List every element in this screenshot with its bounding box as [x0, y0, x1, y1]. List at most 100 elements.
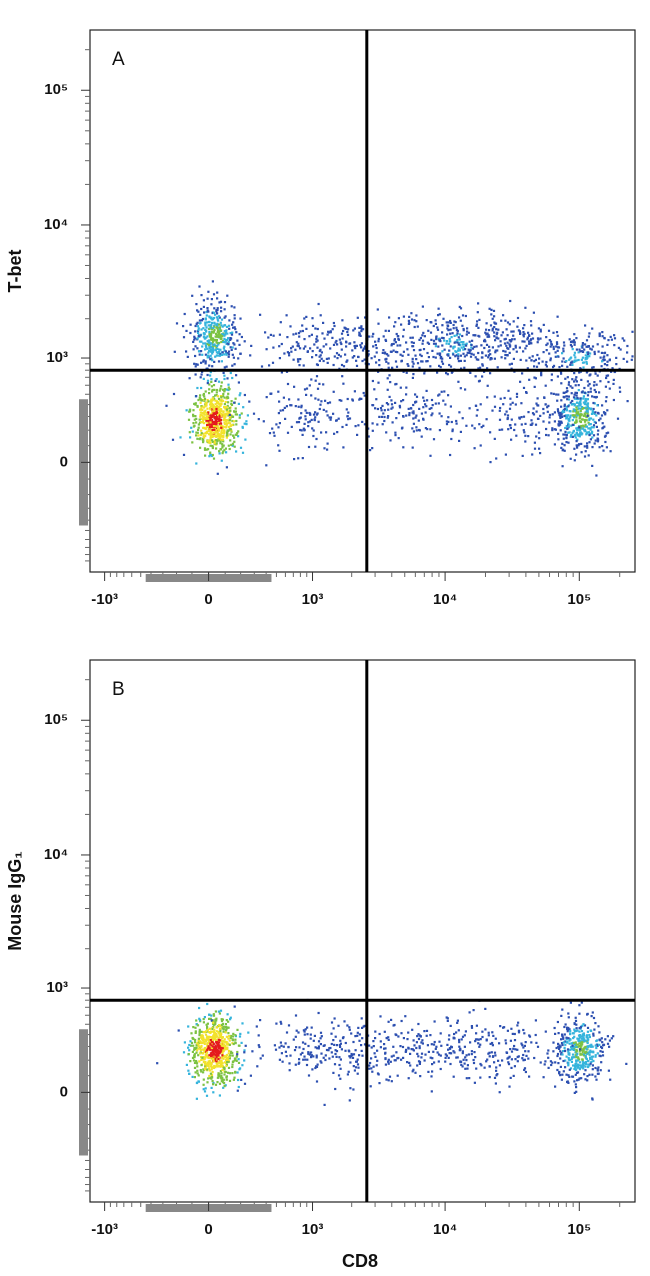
event-dot [580, 378, 583, 381]
event-dot [582, 1064, 585, 1067]
event-dot [527, 331, 530, 334]
event-dot [228, 319, 231, 322]
event-dot [486, 367, 489, 370]
event-dot [427, 1070, 430, 1073]
event-dot [200, 1030, 203, 1033]
event-dot [227, 1049, 231, 1053]
event-dot [512, 334, 515, 337]
event-dot [231, 346, 234, 349]
event-dot [309, 1033, 312, 1036]
event-dot [341, 375, 344, 378]
event-dot [584, 399, 587, 402]
event-dot [224, 1023, 227, 1026]
event-dot [308, 420, 312, 423]
event-dot [196, 1069, 199, 1072]
event-dot [570, 424, 573, 427]
event-dot [202, 359, 205, 362]
event-dot [210, 1043, 214, 1046]
event-dot [220, 1077, 223, 1080]
event-dot [494, 349, 497, 352]
event-dot [545, 349, 548, 352]
event-dot [305, 315, 308, 318]
event-dot [217, 1064, 220, 1067]
event-dot [579, 404, 582, 407]
event-dot [441, 324, 444, 327]
event-dot [201, 408, 204, 412]
event-dot [463, 1045, 466, 1048]
event-dot [579, 431, 582, 434]
event-dot [239, 352, 242, 355]
event-dot [545, 336, 548, 339]
event-dot [368, 335, 371, 338]
event-dot [374, 1055, 377, 1058]
event-dot [187, 1025, 190, 1028]
event-dot [583, 1073, 586, 1076]
event-dot [451, 332, 454, 335]
event-dot [235, 331, 238, 334]
event-dot [206, 439, 209, 442]
event-dot [511, 401, 514, 404]
event-dot [438, 354, 441, 357]
event-dot [587, 1060, 590, 1063]
event-dot [335, 1055, 338, 1058]
event-dot [555, 1046, 558, 1050]
event-dot [217, 343, 220, 346]
event-dot [596, 1052, 599, 1055]
event-dot [573, 343, 576, 346]
population [437, 1011, 582, 1094]
event-dot [208, 1047, 211, 1050]
event-dot [492, 1034, 495, 1037]
event-dot [565, 1055, 568, 1058]
event-dot [562, 1050, 565, 1053]
event-dot [216, 426, 219, 429]
event-dot [528, 356, 531, 359]
event-dot [458, 1038, 461, 1041]
event-dot [567, 1063, 570, 1066]
event-dot [215, 323, 218, 326]
event-dot [419, 336, 422, 340]
event-dot [585, 345, 588, 348]
event-dot [374, 407, 377, 410]
event-dot [221, 1078, 224, 1081]
event-dot [328, 416, 331, 419]
event-dot [585, 1034, 589, 1037]
event-dot [193, 418, 196, 421]
event-dot [279, 321, 282, 324]
event-dot [198, 1030, 201, 1034]
event-dot [225, 1075, 228, 1078]
event-dot [572, 429, 575, 432]
event-dot [528, 1075, 531, 1078]
event-dot [475, 1067, 478, 1070]
event-dot [369, 449, 372, 452]
event-dot [527, 1050, 530, 1053]
event-dot [215, 435, 218, 438]
event-dot [445, 342, 448, 345]
event-dot [477, 1038, 480, 1041]
event-dot [227, 324, 231, 327]
event-dot [295, 332, 298, 335]
event-dot [327, 357, 330, 360]
event-dot [387, 408, 390, 411]
event-dot [591, 1045, 594, 1048]
event-dot [209, 431, 212, 434]
event-dot [504, 353, 507, 357]
event-dot [394, 360, 398, 363]
event-dot [527, 1057, 530, 1060]
event-dot [196, 1042, 199, 1045]
event-dot [601, 1041, 604, 1044]
event-dot [219, 1050, 222, 1053]
event-dot [509, 1076, 512, 1079]
event-dot [411, 357, 414, 360]
event-dot [600, 365, 603, 368]
event-dot [200, 307, 203, 311]
event-dot [565, 408, 568, 411]
event-dot [407, 1047, 410, 1050]
event-dot [277, 412, 280, 415]
event-dot [312, 429, 315, 432]
event-dot [582, 1049, 585, 1052]
event-dot [367, 350, 370, 353]
event-dot [229, 422, 232, 425]
event-dot [578, 1027, 581, 1030]
event-dot [573, 1091, 576, 1094]
event-dot [207, 341, 210, 344]
